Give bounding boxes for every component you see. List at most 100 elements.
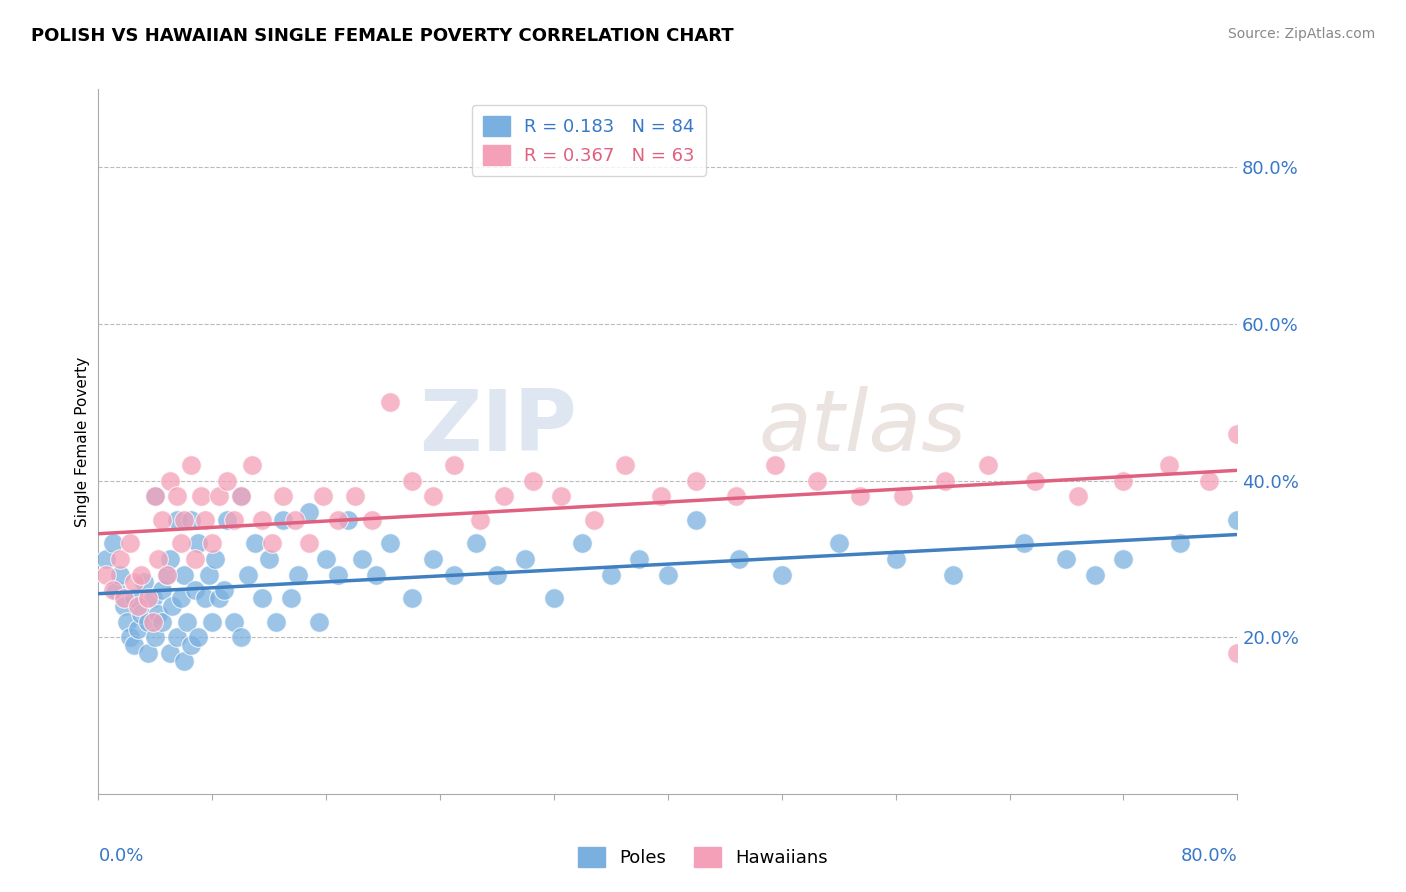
Point [112, 591, 135, 606]
Point [136, 615, 159, 629]
Point [240, 458, 263, 472]
Text: ZIP: ZIP [419, 386, 576, 469]
Point [136, 646, 159, 660]
Point [1084, 567, 1107, 582]
Legend: Poles, Hawaiians: Poles, Hawaiians [571, 839, 835, 874]
Point [145, 489, 167, 503]
Point [550, 489, 572, 503]
Point [422, 552, 444, 566]
Point [657, 567, 679, 582]
Point [1226, 513, 1249, 527]
Point [129, 607, 152, 621]
Point [101, 583, 124, 598]
Point [215, 513, 238, 527]
Point [614, 458, 637, 472]
Point [145, 489, 167, 503]
Point [94, 552, 117, 566]
Point [443, 458, 465, 472]
Point [173, 567, 195, 582]
Point [522, 474, 544, 488]
Point [273, 489, 295, 503]
Point [770, 567, 793, 582]
Point [229, 630, 252, 644]
Point [360, 513, 382, 527]
Legend: R = 0.183   N = 84, R = 0.367   N = 63: R = 0.183 N = 84, R = 0.367 N = 63 [472, 105, 706, 176]
Point [312, 489, 335, 503]
Point [152, 583, 174, 598]
Point [934, 474, 956, 488]
Point [194, 591, 217, 606]
Point [104, 583, 127, 598]
Point [326, 513, 349, 527]
Point [280, 591, 302, 606]
Point [208, 489, 231, 503]
Point [170, 536, 193, 550]
Point [180, 513, 202, 527]
Point [1226, 646, 1249, 660]
Text: atlas: atlas [759, 386, 967, 469]
Point [132, 575, 155, 590]
Point [828, 536, 851, 550]
Point [273, 513, 295, 527]
Point [685, 474, 707, 488]
Point [728, 552, 751, 566]
Point [1024, 474, 1046, 488]
Point [571, 536, 593, 550]
Point [582, 513, 605, 527]
Point [364, 567, 387, 582]
Point [141, 615, 163, 629]
Point [266, 615, 288, 629]
Point [1112, 474, 1135, 488]
Point [486, 567, 509, 582]
Point [156, 567, 179, 582]
Point [243, 536, 266, 550]
Point [115, 615, 138, 629]
Point [287, 567, 309, 582]
Point [176, 615, 198, 629]
Point [977, 458, 1000, 472]
Point [891, 489, 914, 503]
Point [173, 513, 195, 527]
Point [108, 552, 131, 566]
Point [122, 591, 145, 606]
Text: 0.0%: 0.0% [98, 847, 143, 864]
Point [222, 513, 245, 527]
Point [443, 567, 465, 582]
Point [212, 583, 235, 598]
Point [298, 536, 321, 550]
Point [1226, 426, 1249, 441]
Point [194, 513, 217, 527]
Point [343, 489, 366, 503]
Point [148, 607, 170, 621]
Point [1067, 489, 1090, 503]
Point [315, 552, 337, 566]
Point [152, 513, 174, 527]
Point [849, 489, 872, 503]
Point [350, 552, 373, 566]
Point [1056, 552, 1078, 566]
Point [208, 591, 231, 606]
Point [159, 552, 181, 566]
Point [600, 567, 623, 582]
Point [380, 395, 402, 409]
Point [942, 567, 965, 582]
Point [1157, 458, 1180, 472]
Point [94, 567, 117, 582]
Point [198, 567, 221, 582]
Point [201, 615, 224, 629]
Point [236, 567, 259, 582]
Point [148, 552, 170, 566]
Point [464, 536, 486, 550]
Point [190, 489, 212, 503]
Point [112, 599, 135, 613]
Point [170, 591, 193, 606]
Point [725, 489, 748, 503]
Point [122, 575, 145, 590]
Point [180, 458, 202, 472]
Point [127, 599, 149, 613]
Point [141, 591, 163, 606]
Y-axis label: Single Female Poverty: Single Female Poverty [75, 357, 90, 526]
Point [166, 513, 188, 527]
Point [401, 591, 423, 606]
Text: Source: ZipAtlas.com: Source: ZipAtlas.com [1227, 27, 1375, 41]
